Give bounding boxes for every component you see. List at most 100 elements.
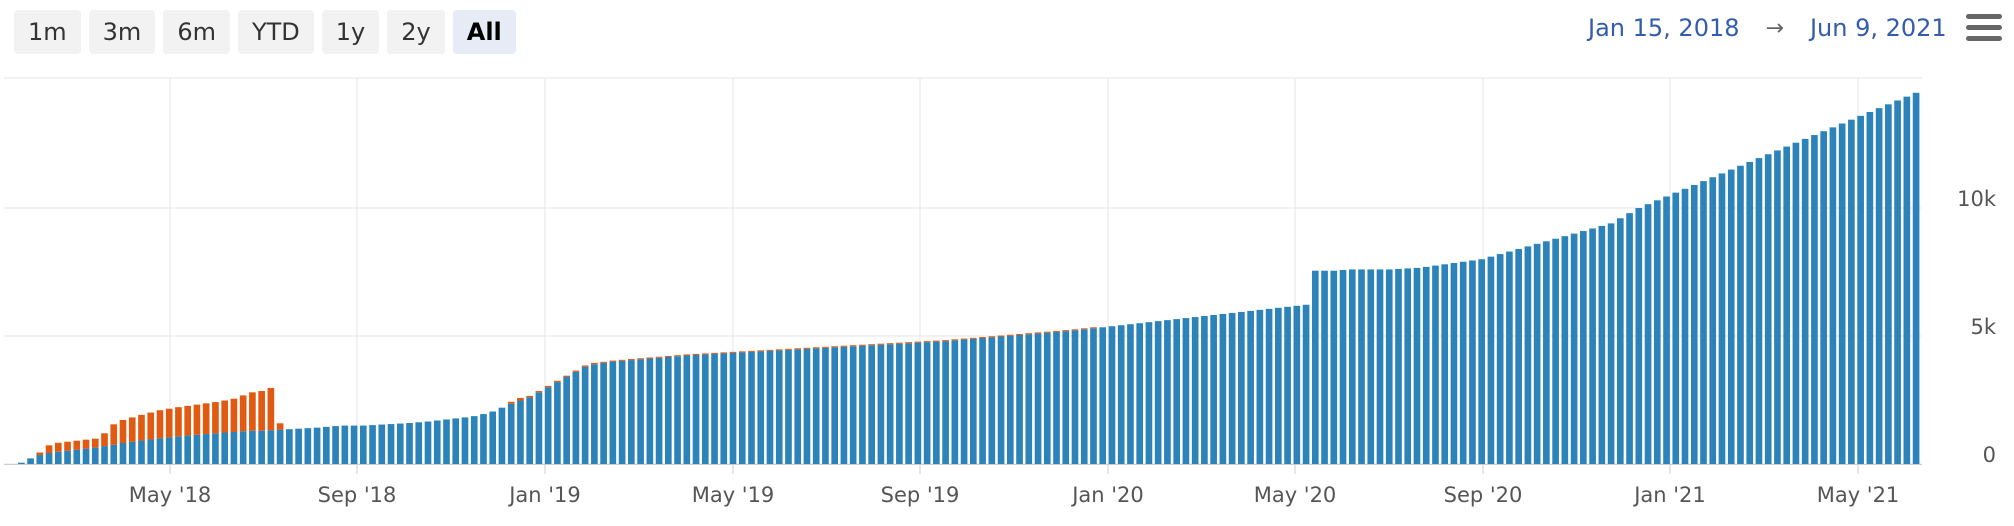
bar-blue — [1700, 181, 1707, 464]
bar-blue — [1820, 131, 1827, 464]
range-button-1y[interactable]: 1y — [321, 10, 380, 54]
bar-orange — [849, 345, 857, 347]
bar-blue — [1598, 225, 1606, 464]
bar-blue — [1506, 251, 1513, 464]
bar-blue — [923, 342, 931, 464]
bar-blue — [1191, 317, 1199, 464]
range-button-1m[interactable]: 1m — [14, 10, 81, 54]
x-tick-label: Sep '20 — [1444, 483, 1523, 507]
bar-blue — [1311, 270, 1319, 464]
bar-blue — [1080, 329, 1088, 464]
bar-orange — [868, 344, 875, 346]
bar-blue — [45, 452, 53, 464]
bar-orange — [230, 398, 238, 432]
bar-blue — [267, 430, 275, 464]
x-tick-label: May '18 — [129, 483, 212, 507]
bar-orange — [600, 361, 607, 363]
bar-orange — [156, 410, 164, 439]
bar-blue — [1201, 316, 1208, 464]
range-button-6m[interactable]: 6m — [163, 10, 230, 54]
bar-blue — [618, 360, 626, 464]
bar-orange — [1080, 328, 1088, 330]
bar-blue — [979, 338, 986, 464]
bar-blue — [1774, 150, 1781, 464]
bar-blue — [628, 360, 635, 464]
bar-blue — [1681, 188, 1689, 465]
hamburger-menu-icon[interactable] — [1966, 14, 2002, 46]
bar-blue — [868, 345, 875, 464]
bar-blue — [1275, 307, 1282, 464]
bar-blue — [1663, 196, 1670, 465]
bar-blue — [1238, 311, 1245, 464]
bar-blue — [406, 423, 413, 464]
bar-blue — [193, 434, 201, 464]
bar-blue — [960, 339, 968, 464]
bar-blue — [443, 419, 450, 464]
bar-blue — [1857, 115, 1864, 464]
bar-orange — [193, 404, 201, 435]
bar-blue — [119, 443, 127, 464]
bar-blue — [470, 416, 478, 464]
bar-blue — [692, 354, 700, 464]
bar-blue — [1515, 248, 1522, 464]
range-button-2y[interactable]: 2y — [387, 10, 445, 54]
bar-blue — [1404, 268, 1412, 464]
bar-blue — [1478, 259, 1486, 464]
bar-orange — [73, 440, 81, 450]
bar-orange — [628, 359, 635, 361]
range-button-3m[interactable]: 3m — [88, 10, 156, 54]
bar-blue — [803, 348, 811, 464]
range-button-ytd[interactable]: YTD — [237, 10, 314, 54]
bar-blue — [165, 437, 173, 464]
bar-blue — [18, 462, 25, 464]
bar-blue — [905, 343, 912, 464]
bar-blue — [970, 338, 977, 464]
bar-orange — [526, 395, 534, 398]
bar-orange — [258, 391, 265, 431]
bar-orange — [544, 385, 552, 388]
range-button-all[interactable]: All — [452, 10, 516, 54]
bar-blue — [1496, 254, 1504, 464]
bar-orange — [563, 375, 570, 377]
bar-blue — [1533, 243, 1541, 464]
bar-orange — [64, 441, 71, 451]
bar-blue — [1071, 330, 1079, 464]
bar-blue — [1718, 173, 1726, 464]
bar-blue — [1875, 108, 1883, 464]
bar-blue — [1755, 158, 1763, 464]
bar-blue — [1635, 208, 1643, 464]
bar-blue — [683, 355, 691, 464]
bar-orange — [803, 347, 811, 349]
bar-orange — [711, 352, 718, 354]
date-to[interactable]: Jun 9, 2021 — [1809, 14, 1947, 42]
bar-blue — [1487, 256, 1495, 464]
bar-orange — [45, 445, 53, 453]
bar-blue — [1006, 335, 1014, 464]
bar-blue — [1034, 333, 1042, 464]
bar-orange — [646, 357, 654, 359]
bar-orange — [859, 344, 866, 346]
bar-blue — [914, 342, 922, 464]
y-tick-label: 5k — [1970, 315, 1996, 339]
x-tick-label: Jan '19 — [507, 483, 581, 507]
bar-orange — [683, 354, 691, 356]
bar-blue — [609, 361, 617, 464]
bar-blue — [1395, 268, 1402, 464]
bar-blue — [230, 432, 238, 464]
bar-blue — [258, 430, 265, 464]
bar-orange — [1090, 327, 1097, 329]
x-tick-label: May '20 — [1254, 483, 1337, 507]
bar-blue — [1385, 269, 1393, 464]
bar-blue — [822, 347, 829, 464]
bar-blue — [729, 352, 737, 464]
bar-orange — [165, 408, 173, 438]
bar-blue — [711, 353, 718, 464]
bar-blue — [1690, 184, 1698, 464]
bar-blue — [1228, 312, 1236, 464]
bar-blue — [276, 429, 284, 464]
bar-orange — [896, 342, 903, 344]
bar-blue — [572, 371, 580, 464]
date-from[interactable]: Jan 15, 2018 — [1588, 14, 1740, 42]
bar-blue — [128, 441, 136, 464]
bar-blue — [1358, 269, 1365, 464]
